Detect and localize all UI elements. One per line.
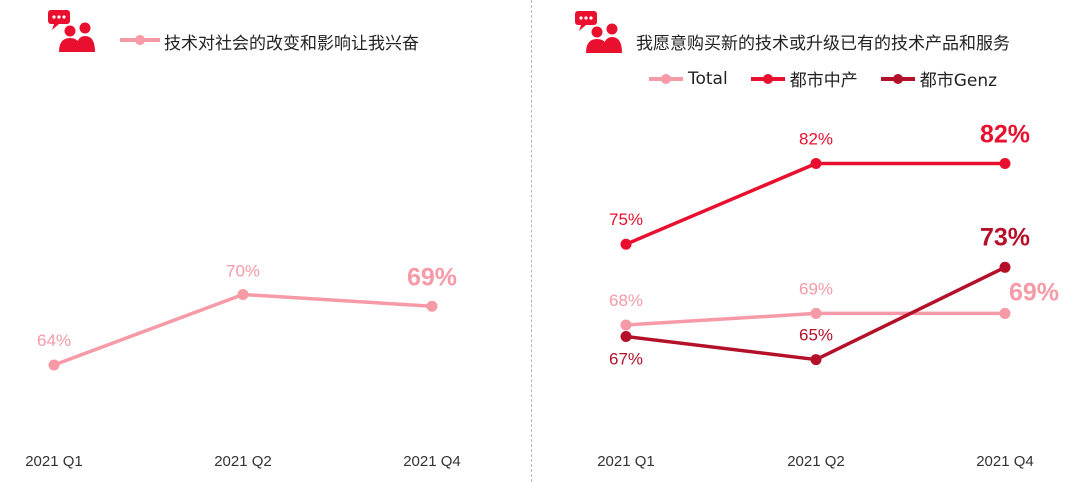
data-point xyxy=(999,158,1011,169)
data-point xyxy=(810,354,822,366)
right-line-chart: 2021 Q1 2021 Q2 2021 Q4 68% 69% 69% 75% 82% 82% 6… xyxy=(597,121,1059,471)
data-label: 64% xyxy=(37,331,71,350)
legend-label-genz: 都市Genz xyxy=(919,71,998,91)
legend-swatch-mid xyxy=(750,73,785,84)
x-tick-label: 2021 Q1 xyxy=(597,453,655,470)
data-point xyxy=(620,331,632,342)
people-chat-icon xyxy=(575,11,622,53)
data-label: 82% xyxy=(980,121,1030,149)
data-label: 69% xyxy=(407,263,457,291)
data-label: 69% xyxy=(799,279,833,298)
series-line xyxy=(53,292,433,367)
data-point xyxy=(48,359,60,371)
legend-swatch-total xyxy=(649,73,683,84)
data-point xyxy=(810,307,822,319)
right-chart-title: 我愿意购买新的技术或升级已有的技术产品和服务 xyxy=(636,34,1010,54)
legend-swatch-genz xyxy=(880,73,915,84)
people-chat-icon xyxy=(48,10,95,52)
data-point xyxy=(999,261,1011,273)
legend-label-mid: 都市中产 xyxy=(789,71,858,91)
data-label: 67% xyxy=(609,350,643,369)
data-point xyxy=(237,289,249,300)
legend-label-total: Total xyxy=(688,68,728,89)
left-chart-title: 技术对社会的改变和影响让我兴奋 xyxy=(164,34,419,54)
legend-item-mid: 都市中产 xyxy=(750,66,858,91)
data-label: 82% xyxy=(799,130,833,149)
series-line xyxy=(625,161,1005,246)
x-tick-label: 2021 Q4 xyxy=(976,453,1034,470)
left-line-chart: 2021 Q1 2021 Q2 2021 Q4 64% 70% 69% xyxy=(25,262,461,471)
data-point xyxy=(620,319,632,331)
legend-item-total: Total xyxy=(648,69,728,89)
data-point xyxy=(999,307,1011,319)
x-tick-label: 2021 Q1 xyxy=(25,453,83,470)
x-tick-label: 2021 Q2 xyxy=(214,453,272,470)
data-label: 73% xyxy=(980,223,1030,251)
panel-divider xyxy=(531,0,532,482)
x-tick-label: 2021 Q4 xyxy=(403,453,461,470)
right-chart-legend: Total 都市中产 都市Genz xyxy=(648,66,997,91)
data-label: 69% xyxy=(1009,278,1059,306)
data-point xyxy=(810,158,822,169)
data-point xyxy=(426,300,438,312)
x-tick-label: 2021 Q2 xyxy=(787,453,845,470)
legend-item-genz: 都市Genz xyxy=(880,66,997,91)
left-title-marker xyxy=(120,35,160,45)
data-label: 68% xyxy=(609,291,643,310)
data-point xyxy=(620,238,632,250)
data-label: 70% xyxy=(226,262,260,281)
data-label: 75% xyxy=(609,210,643,229)
data-label: 65% xyxy=(799,326,833,345)
